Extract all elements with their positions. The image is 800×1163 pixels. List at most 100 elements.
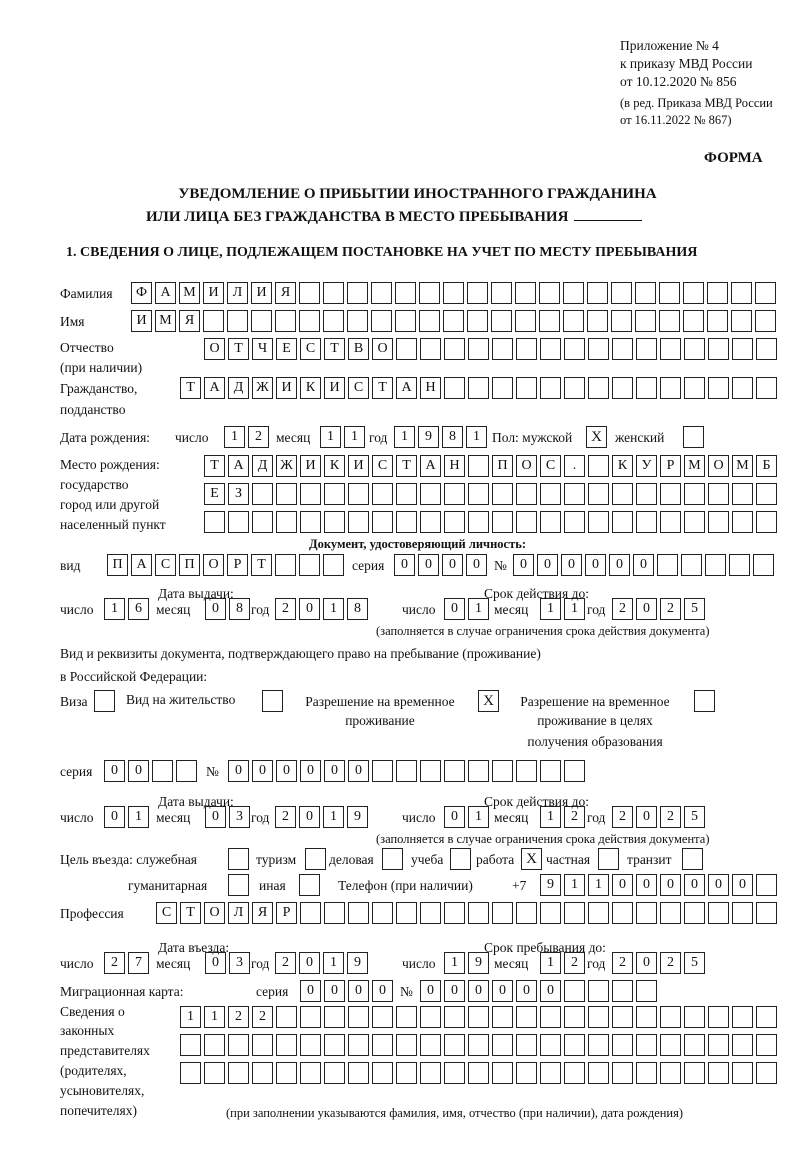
char-cell[interactable] bbox=[588, 455, 609, 477]
char-cell[interactable]: 8 bbox=[347, 598, 368, 620]
char-cell[interactable] bbox=[515, 282, 536, 304]
char-cell[interactable] bbox=[468, 1006, 489, 1028]
char-cell[interactable] bbox=[732, 1006, 753, 1028]
char-cell[interactable] bbox=[684, 483, 705, 505]
char-cell[interactable] bbox=[180, 1034, 201, 1056]
char-cell[interactable] bbox=[444, 511, 465, 533]
char-cell[interactable] bbox=[300, 1062, 321, 1084]
char-cell[interactable] bbox=[708, 377, 729, 399]
char-cell[interactable] bbox=[684, 902, 705, 924]
char-cell[interactable]: М bbox=[155, 310, 176, 332]
char-cell[interactable] bbox=[516, 1062, 537, 1084]
char-cell[interactable]: 0 bbox=[276, 760, 297, 782]
char-cell[interactable] bbox=[563, 310, 584, 332]
char-cell[interactable] bbox=[323, 554, 344, 576]
char-cell[interactable] bbox=[684, 1062, 705, 1084]
char-cell[interactable] bbox=[324, 511, 345, 533]
female-checkbox[interactable] bbox=[683, 426, 704, 448]
char-cell[interactable]: 1 bbox=[468, 806, 489, 828]
char-cell[interactable] bbox=[588, 511, 609, 533]
char-cell[interactable] bbox=[516, 902, 537, 924]
char-cell[interactable] bbox=[228, 1062, 249, 1084]
char-cell[interactable]: Т bbox=[324, 338, 345, 360]
char-cell[interactable] bbox=[516, 338, 537, 360]
char-cell[interactable]: 0 bbox=[732, 874, 753, 896]
char-cell[interactable] bbox=[636, 1034, 657, 1056]
char-cell[interactable]: 0 bbox=[348, 980, 369, 1002]
char-cell[interactable] bbox=[588, 377, 609, 399]
char-cell[interactable] bbox=[756, 1034, 777, 1056]
char-cell[interactable] bbox=[732, 511, 753, 533]
char-cell[interactable] bbox=[708, 902, 729, 924]
char-cell[interactable] bbox=[275, 554, 296, 576]
char-cell[interactable] bbox=[660, 377, 681, 399]
char-cell[interactable]: Я bbox=[275, 282, 296, 304]
char-cell[interactable]: С bbox=[372, 455, 393, 477]
char-cell[interactable] bbox=[299, 554, 320, 576]
char-cell[interactable]: 2 bbox=[660, 952, 681, 974]
char-cell[interactable] bbox=[348, 483, 369, 505]
char-cell[interactable] bbox=[636, 483, 657, 505]
char-cell[interactable]: С bbox=[540, 455, 561, 477]
char-cell[interactable] bbox=[684, 377, 705, 399]
char-cell[interactable] bbox=[516, 483, 537, 505]
char-cell[interactable]: 1 bbox=[564, 598, 585, 620]
char-cell[interactable] bbox=[372, 511, 393, 533]
char-cell[interactable] bbox=[732, 1034, 753, 1056]
char-cell[interactable]: 0 bbox=[561, 554, 582, 576]
char-cell[interactable] bbox=[683, 282, 704, 304]
char-cell[interactable] bbox=[660, 1034, 681, 1056]
char-cell[interactable] bbox=[732, 377, 753, 399]
char-cell[interactable]: 0 bbox=[300, 760, 321, 782]
char-cell[interactable] bbox=[636, 338, 657, 360]
char-cell[interactable] bbox=[612, 1062, 633, 1084]
char-cell[interactable]: 0 bbox=[324, 980, 345, 1002]
char-cell[interactable] bbox=[420, 902, 441, 924]
char-cell[interactable] bbox=[420, 483, 441, 505]
char-cell[interactable] bbox=[492, 483, 513, 505]
char-cell[interactable]: 0 bbox=[612, 874, 633, 896]
char-cell[interactable] bbox=[660, 1062, 681, 1084]
char-cell[interactable] bbox=[681, 554, 702, 576]
char-cell[interactable] bbox=[276, 1062, 297, 1084]
char-cell[interactable]: 0 bbox=[442, 554, 463, 576]
char-cell[interactable]: П bbox=[492, 455, 513, 477]
purpose-work-checkbox[interactable]: X bbox=[521, 848, 542, 870]
char-cell[interactable]: 3 bbox=[229, 952, 250, 974]
char-cell[interactable]: 0 bbox=[660, 874, 681, 896]
char-cell[interactable] bbox=[467, 310, 488, 332]
char-cell[interactable] bbox=[348, 1034, 369, 1056]
char-cell[interactable] bbox=[756, 338, 777, 360]
char-cell[interactable]: Т bbox=[180, 377, 201, 399]
purpose-transit-checkbox[interactable] bbox=[682, 848, 703, 870]
char-cell[interactable] bbox=[636, 1006, 657, 1028]
char-cell[interactable] bbox=[540, 483, 561, 505]
char-cell[interactable] bbox=[227, 310, 248, 332]
char-cell[interactable] bbox=[347, 310, 368, 332]
char-cell[interactable]: 1 bbox=[104, 598, 125, 620]
char-cell[interactable]: Р bbox=[227, 554, 248, 576]
char-cell[interactable] bbox=[348, 511, 369, 533]
char-cell[interactable] bbox=[588, 1006, 609, 1028]
char-cell[interactable]: 0 bbox=[636, 952, 657, 974]
char-cell[interactable]: К bbox=[324, 455, 345, 477]
char-cell[interactable] bbox=[564, 1034, 585, 1056]
char-cell[interactable] bbox=[660, 1006, 681, 1028]
char-cell[interactable] bbox=[468, 902, 489, 924]
purpose-private-checkbox[interactable] bbox=[598, 848, 619, 870]
char-cell[interactable] bbox=[395, 282, 416, 304]
char-cell[interactable] bbox=[708, 1034, 729, 1056]
char-cell[interactable]: 2 bbox=[228, 1006, 249, 1028]
char-cell[interactable] bbox=[204, 1062, 225, 1084]
char-cell[interactable] bbox=[372, 1006, 393, 1028]
char-cell[interactable]: Д bbox=[228, 377, 249, 399]
char-cell[interactable] bbox=[348, 1062, 369, 1084]
